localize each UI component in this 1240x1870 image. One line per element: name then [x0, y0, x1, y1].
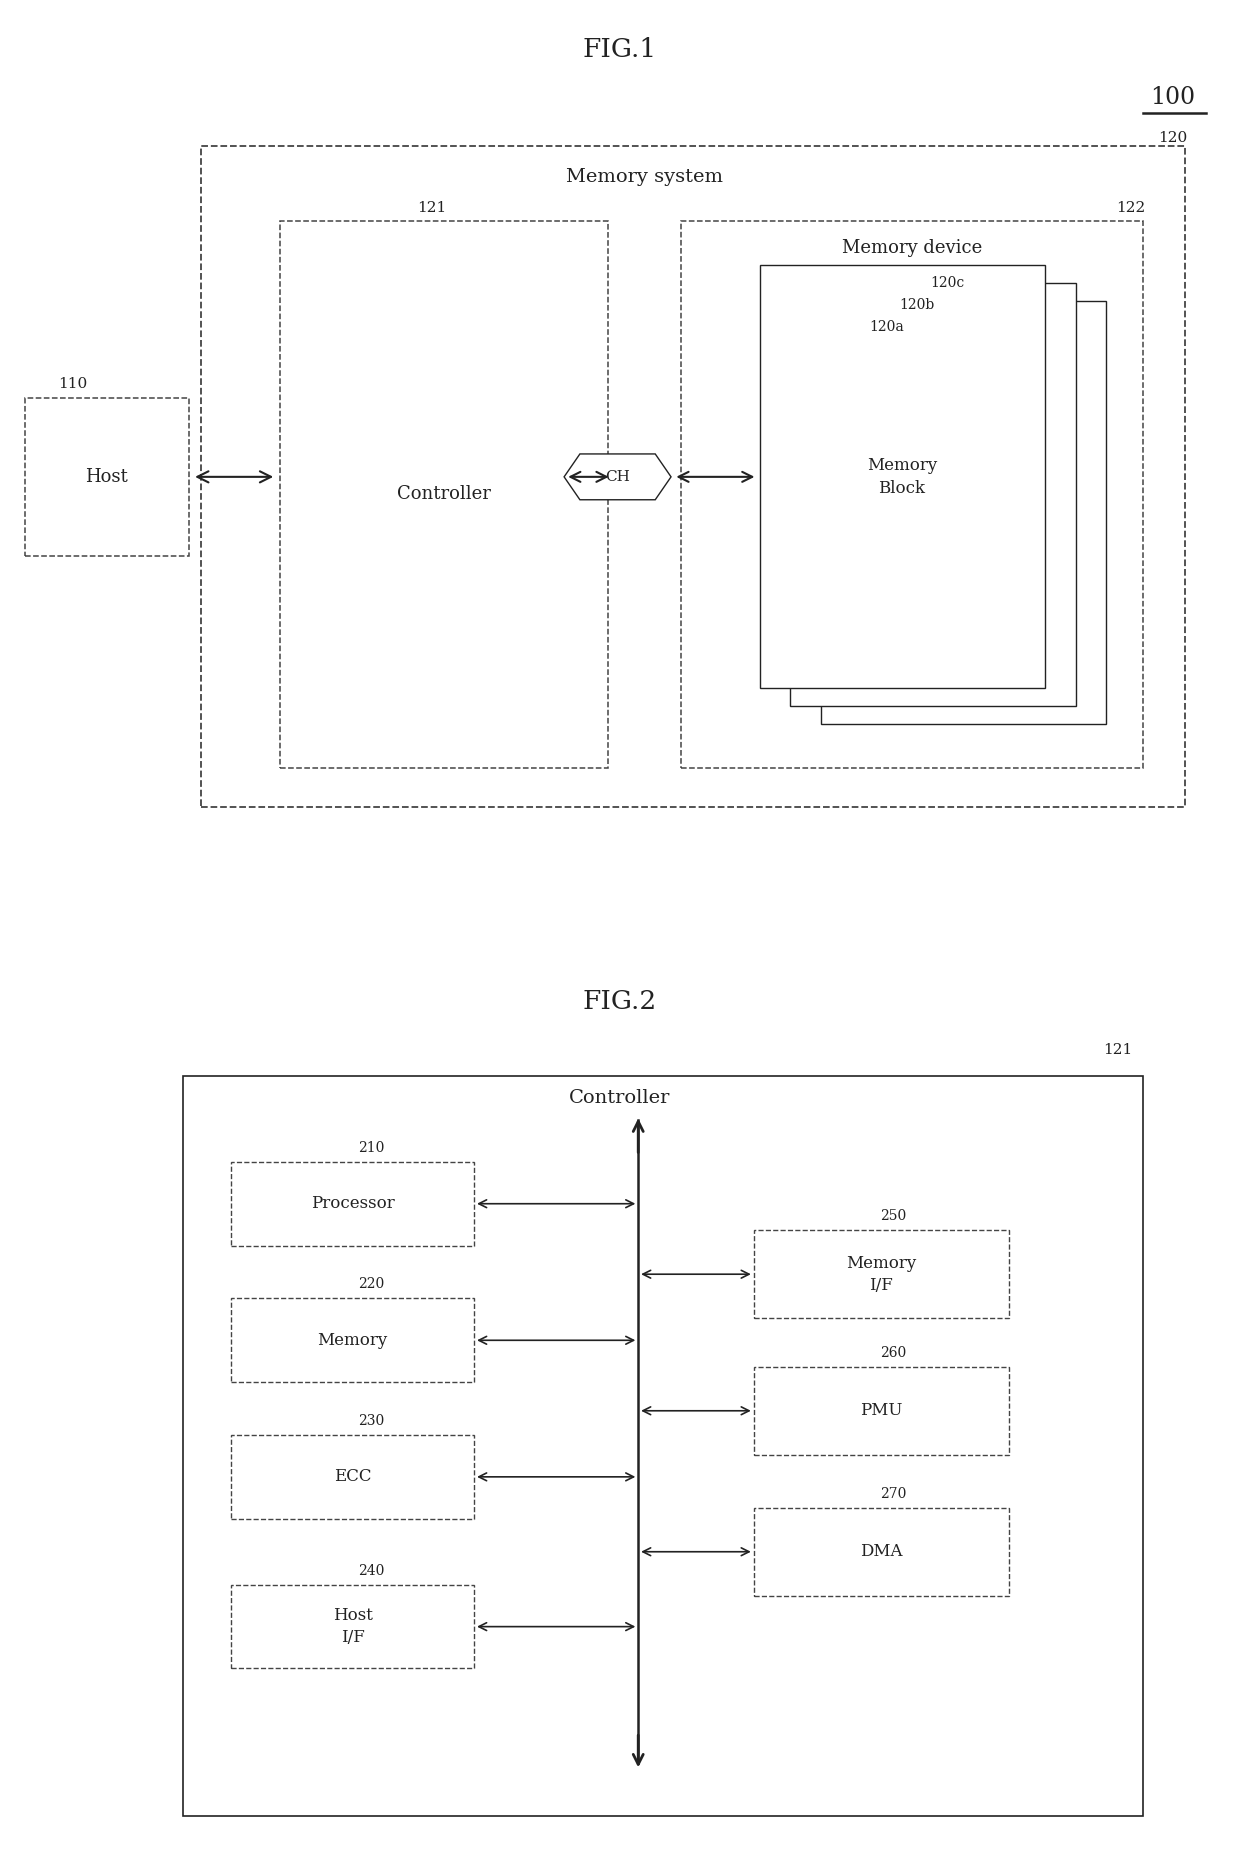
Text: Memory: Memory: [317, 1331, 388, 1348]
Text: 100: 100: [1151, 86, 1195, 110]
Text: 220: 220: [358, 1277, 384, 1292]
Text: 120a: 120a: [869, 320, 904, 335]
Bar: [821, 301, 1106, 724]
Text: Memory device: Memory device: [842, 239, 982, 256]
Text: 230: 230: [358, 1414, 384, 1429]
Text: ECC: ECC: [334, 1468, 372, 1485]
Bar: [201, 146, 1185, 808]
Bar: [760, 266, 1045, 688]
Text: PMU: PMU: [861, 1402, 903, 1419]
Text: 240: 240: [357, 1563, 384, 1578]
Text: CH: CH: [605, 469, 630, 484]
Text: 121: 121: [1104, 1043, 1133, 1057]
Text: DMA: DMA: [861, 1543, 903, 1560]
Text: 250: 250: [880, 1210, 906, 1223]
Bar: [754, 1230, 1009, 1318]
Text: Memory
I/F: Memory I/F: [846, 1255, 916, 1294]
Text: 210: 210: [357, 1141, 384, 1156]
Text: Controller: Controller: [569, 1088, 671, 1107]
Text: FIG.2: FIG.2: [583, 989, 657, 1014]
Bar: [280, 221, 608, 767]
Bar: [754, 1507, 1009, 1595]
Bar: [231, 1584, 474, 1668]
Text: Host: Host: [84, 468, 128, 486]
Bar: [231, 1161, 474, 1245]
Bar: [231, 1298, 474, 1382]
Polygon shape: [564, 454, 671, 499]
Bar: [231, 1434, 474, 1518]
Text: FIG.1: FIG.1: [583, 37, 657, 62]
Text: Host
I/F: Host I/F: [332, 1606, 372, 1646]
Bar: [182, 1075, 1142, 1816]
Text: 110: 110: [58, 378, 88, 391]
Text: 120b: 120b: [899, 297, 935, 312]
Text: 260: 260: [880, 1346, 906, 1359]
Text: Processor: Processor: [311, 1195, 394, 1212]
Text: Controller: Controller: [397, 486, 491, 503]
Bar: [790, 282, 1075, 705]
Text: 122: 122: [1116, 202, 1145, 215]
Bar: [25, 398, 188, 555]
Text: 121: 121: [417, 202, 446, 215]
Text: Memory
Block: Memory Block: [867, 456, 937, 497]
Text: Memory system: Memory system: [565, 168, 723, 187]
Text: 120: 120: [1158, 131, 1188, 144]
Bar: [754, 1367, 1009, 1455]
Bar: [681, 221, 1142, 767]
Text: 270: 270: [880, 1487, 906, 1500]
Text: 120c: 120c: [930, 277, 965, 290]
